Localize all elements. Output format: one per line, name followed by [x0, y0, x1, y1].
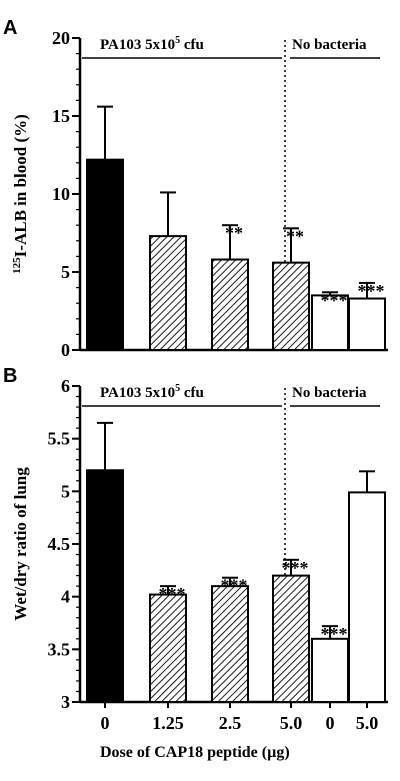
y-tick-label: 10 [52, 184, 70, 204]
panel-A: A 0 5 10 15 20 125I-ALB in blood (%) PA103 5x10… [3, 17, 388, 360]
x-tick-label: 1.25 [152, 713, 184, 733]
y-tick-label: 4 [61, 587, 70, 607]
bar [311, 637, 349, 703]
group-label-suffix: cfu [180, 385, 204, 401]
panel-letter: A [3, 17, 17, 39]
bar [86, 469, 124, 703]
x-tick-label: 5.0 [280, 713, 303, 733]
y-tick-label: 3.5 [48, 639, 71, 659]
significance-label: ** [286, 226, 304, 246]
bar [272, 261, 310, 352]
y-axis-label-main: I-ALB in blood (%) [11, 114, 30, 257]
y-tick-label: 4.5 [48, 534, 71, 554]
y-axis-label: 125I-ALB in blood (%) [11, 114, 30, 274]
panel-letter: B [3, 365, 17, 387]
x-axis-label-unit: (µg) [262, 744, 290, 761]
group-label-suffix: cfu [180, 37, 204, 53]
bar [149, 593, 187, 703]
bar [149, 235, 187, 351]
group-label-treated: PA103 5x105 cfu [100, 35, 204, 53]
y-axis-label: Wet/dry ratio of lung [11, 467, 30, 621]
significance-label: *** [159, 584, 186, 604]
y-tick-label: 0 [61, 340, 70, 360]
bar [348, 297, 386, 351]
x-axis-label: Dose of CAP18 peptide (µg) [100, 744, 290, 761]
x-tick-label: 2.5 [219, 713, 242, 733]
significance-label: *** [321, 624, 348, 644]
panel-B: B 3 3.5 4 4.5 5 5.5 6 Wet/dry ratio of lung PA103… [3, 365, 388, 733]
bar [86, 158, 124, 351]
significance-label: ** [225, 223, 243, 243]
x-axis-label-text: Dose of CAP18 peptide [100, 744, 262, 761]
bar [272, 574, 310, 703]
bar [211, 585, 249, 704]
group-label-sup: 5 [175, 35, 180, 46]
y-tick-label: 6 [61, 376, 70, 396]
y-tick-label: 20 [52, 28, 70, 48]
y-tick-label: 3 [61, 692, 70, 712]
x-tick-label: 0 [101, 713, 110, 733]
bar [211, 258, 249, 351]
group-label-sup: 5 [175, 383, 180, 394]
y-tick-label: 5.5 [48, 429, 71, 449]
y-tick-label: 5 [61, 481, 70, 501]
significance-label: *** [321, 290, 348, 310]
y-tick-label: 5 [61, 262, 70, 282]
significance-label: *** [282, 558, 309, 578]
group-label-control: No bacteria [292, 385, 367, 401]
bar [348, 491, 386, 703]
y-tick-label: 15 [52, 106, 70, 126]
x-tick-label: 5.0 [356, 713, 379, 733]
significance-label: *** [221, 576, 248, 596]
y-axis-label-sup: 125 [11, 257, 23, 274]
significance-label: *** [358, 281, 385, 301]
x-tick-label: 0 [326, 713, 335, 733]
group-label-treated: PA103 5x105 cfu [100, 383, 204, 401]
group-label-control: No bacteria [292, 37, 367, 53]
